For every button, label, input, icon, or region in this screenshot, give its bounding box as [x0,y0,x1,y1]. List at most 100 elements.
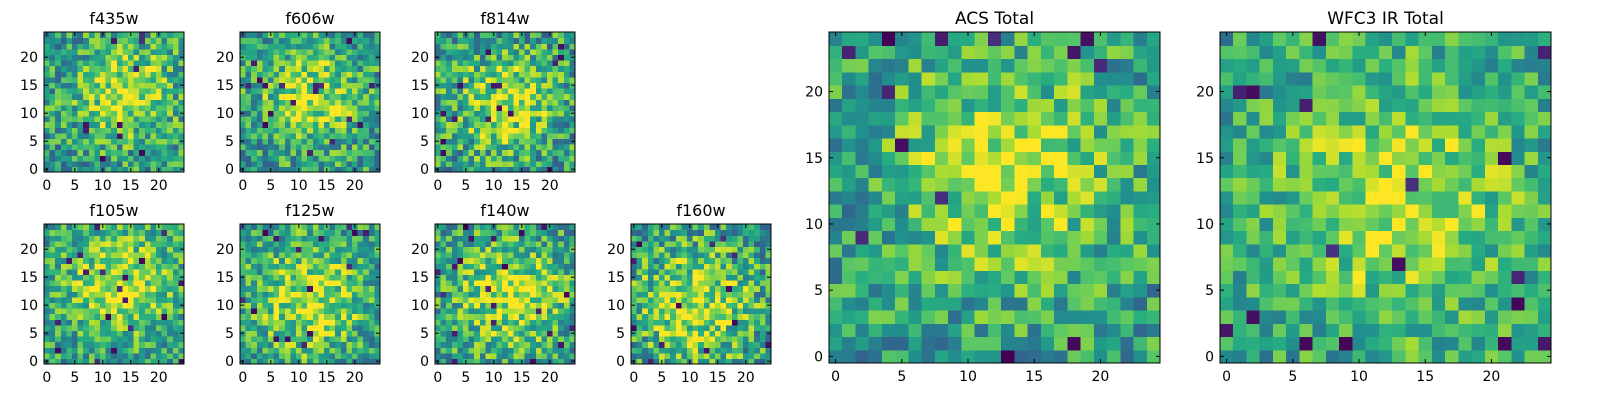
heatmap-cell [530,291,537,298]
heatmap-cell [653,319,660,326]
heatmap-cell [457,291,464,298]
heatmap-cell [496,296,503,303]
heatmap-cell [105,347,112,354]
heatmap-cell [530,313,537,320]
heatmap-cell [974,310,989,324]
heatmap-cell [670,319,677,326]
heatmap-cell [743,296,750,303]
heatmap-cell [519,93,526,100]
heatmap-cell [100,43,107,50]
heatmap-cell [144,347,151,354]
heatmap-cell [139,65,146,72]
heatmap-cell [653,263,660,270]
heatmap-cell [94,274,101,281]
heatmap-cell [245,224,252,231]
heatmap-cell [290,121,297,128]
heatmap-cell [842,296,857,311]
heatmap-cell [558,296,565,303]
heatmap-cell [150,132,157,139]
heatmap-cell [374,160,381,167]
heatmap-cell [513,246,520,253]
heatmap-cell [731,324,738,331]
heatmap-cell [94,104,101,111]
heatmap-cell [530,263,537,270]
heatmap-cell [569,76,576,83]
heatmap-cell [446,82,453,89]
heatmap-cell [240,160,247,167]
heatmap-cell [726,341,733,348]
heatmap-cell [519,268,526,275]
heatmap-cell [374,60,381,67]
heatmap-cell [100,60,107,67]
heatmap-cell [156,76,163,83]
heatmap-cell [363,82,370,89]
heatmap-cell [284,240,291,247]
heatmap-cell [552,132,559,139]
heatmap-cell [161,302,168,309]
heatmap-cell [552,37,559,44]
heatmap-cell [262,302,269,309]
heatmap-cell [726,274,733,281]
heatmap-cell [513,302,520,309]
heatmap-cell [172,104,179,111]
heatmap-cell [273,291,280,298]
heatmap-cell [167,88,174,95]
heatmap-cell [1120,296,1135,311]
heatmap-cell [541,43,548,50]
heatmap-cell [647,224,654,231]
heatmap-cell [552,347,559,354]
heatmap-cell [245,302,252,309]
heatmap-cell [116,302,123,309]
heatmap-cell [49,347,56,354]
heatmap-cell [541,110,548,117]
heatmap-cell [72,280,79,287]
heatmap-cell [324,341,331,348]
heatmap-cell [262,263,269,270]
heatmap-cell [715,252,722,259]
heatmap-cell [329,302,336,309]
y-tick-label: 15 [607,270,625,286]
heatmap-cell [94,93,101,100]
heatmap-cell [726,229,733,236]
heatmap-cell [743,302,750,309]
heatmap-cell [507,308,514,315]
heatmap-cell [268,263,275,270]
heatmap-cell [49,138,56,145]
heatmap-cell [55,32,62,39]
heatmap-cell [709,263,716,270]
x-tick-label: 20 [150,178,168,194]
heatmap-cell [681,280,688,287]
heatmap-cell [535,155,542,162]
heatmap-cell [692,313,699,320]
heatmap-cell [100,302,107,309]
heatmap-cell [468,121,475,128]
heatmap-cell [150,88,157,95]
heatmap-cell [524,285,531,292]
heatmap-cell [357,347,364,354]
heatmap-cell [279,65,286,72]
heatmap-cell [279,116,286,123]
heatmap-cell [105,235,112,242]
heatmap-cell [105,302,112,309]
heatmap-cell [659,257,666,264]
heatmap-cell [726,313,733,320]
heatmap-cell [491,341,498,348]
heatmap-cell [44,43,51,50]
heatmap-cell [144,155,151,162]
heatmap-cell [1014,257,1029,271]
heatmap-cell [1146,310,1161,324]
heatmap-cell [144,127,151,134]
heatmap-cell [49,37,56,44]
heatmap-cell [94,132,101,139]
heatmap-cell [881,177,896,192]
heatmap-cell [1120,336,1135,351]
heatmap-cell [463,240,470,247]
heatmap-cell [463,291,470,298]
heatmap-cell [535,93,542,100]
heatmap-cell [340,324,347,331]
heatmap-cell [172,76,179,83]
heatmap-cell [352,235,359,242]
heatmap-cell [496,48,503,55]
heatmap-cell [88,341,95,348]
heatmap-cell [44,127,51,134]
